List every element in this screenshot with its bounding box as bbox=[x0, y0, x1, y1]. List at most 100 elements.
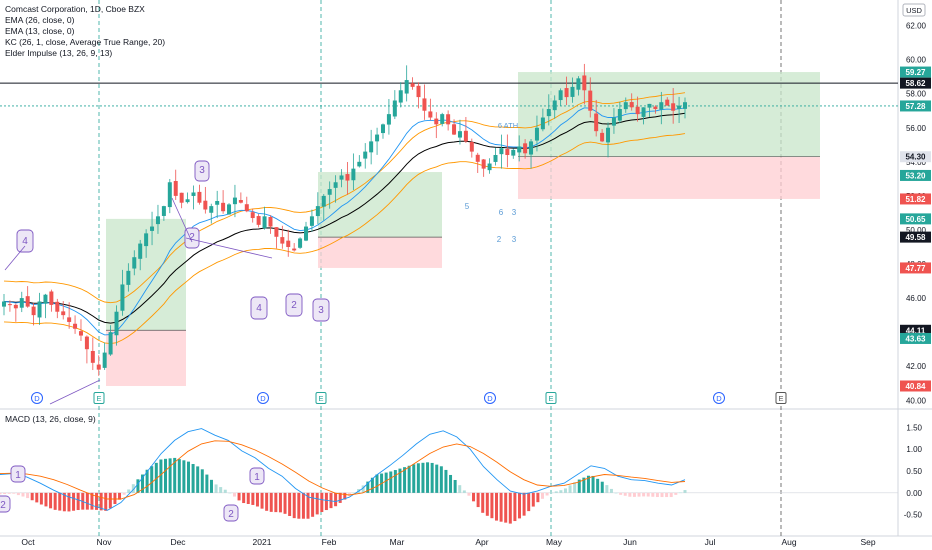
time-label-apr: Apr bbox=[475, 537, 488, 547]
candle bbox=[67, 317, 72, 322]
wave-label-small: 3 bbox=[512, 208, 517, 217]
macd-histogram-bar bbox=[573, 482, 577, 493]
macd-histogram-bar bbox=[44, 492, 48, 507]
macd-histogram-bar bbox=[232, 492, 236, 497]
earnings-marker[interactable] bbox=[315, 392, 327, 404]
macd-histogram-bar bbox=[439, 466, 443, 493]
dividend-marker[interactable] bbox=[257, 392, 269, 404]
candles bbox=[2, 63, 687, 376]
macd-histogram-bar bbox=[251, 492, 255, 505]
wave-label-box[interactable] bbox=[250, 296, 268, 320]
candle bbox=[167, 182, 172, 208]
macd-histogram-bar bbox=[655, 492, 659, 498]
macd-histogram-bar bbox=[651, 492, 655, 497]
macd-wave-label: 2 bbox=[228, 509, 234, 520]
legend-ema26[interactable]: EMA (26, close, 0) bbox=[5, 15, 75, 25]
macd-histogram-bar bbox=[375, 474, 379, 493]
price-label bbox=[900, 169, 931, 181]
earnings-marker[interactable] bbox=[775, 392, 787, 404]
price-label bbox=[900, 332, 931, 344]
currency-label: USD bbox=[906, 6, 922, 15]
macd-wave-box[interactable] bbox=[249, 467, 265, 485]
price-label-text: 43.63 bbox=[905, 334, 926, 343]
wave-label: 4 bbox=[22, 236, 28, 247]
macd-histogram-bar bbox=[472, 492, 476, 502]
candle bbox=[232, 197, 237, 205]
candle bbox=[90, 350, 95, 363]
candle bbox=[321, 195, 326, 207]
dividend-marker[interactable] bbox=[713, 392, 725, 404]
macd-histogram-bar bbox=[159, 459, 163, 493]
macd-pane: 1 2 1 2 bbox=[0, 428, 898, 524]
macd-wave-box[interactable] bbox=[0, 495, 11, 513]
legend-ema13[interactable]: EMA (13, close, 0) bbox=[5, 26, 75, 36]
candle bbox=[582, 75, 587, 91]
macd-histogram-bar bbox=[596, 478, 600, 493]
macd-histogram-bar bbox=[495, 492, 499, 521]
candle bbox=[84, 336, 89, 350]
macd-histogram-bar bbox=[490, 492, 494, 519]
candle bbox=[446, 114, 451, 125]
macd-histogram-bar bbox=[674, 492, 678, 495]
macd-wave-box[interactable] bbox=[223, 504, 239, 522]
wave-label: 3 bbox=[318, 305, 324, 316]
macd-histogram-bar bbox=[370, 477, 374, 493]
wave-label-box[interactable] bbox=[184, 227, 200, 249]
candle bbox=[250, 212, 255, 219]
macd-histogram-bar bbox=[278, 492, 282, 513]
currency-box[interactable] bbox=[902, 3, 926, 17]
macd-histogram-bar bbox=[481, 492, 485, 513]
time-label-aug: Aug bbox=[781, 537, 796, 547]
time-axis[interactable]: Oct Nov Dec 2021 Feb Mar Apr May Jun Jul Aug Sep bbox=[21, 537, 875, 547]
macd-histogram-bar bbox=[228, 492, 232, 494]
macd-histogram-bar bbox=[600, 481, 604, 493]
macd-histogram-bar bbox=[554, 491, 558, 493]
candle bbox=[653, 106, 658, 110]
candle bbox=[351, 168, 356, 181]
macd-histogram-bar bbox=[352, 492, 356, 494]
earnings-marker[interactable] bbox=[545, 392, 557, 404]
macd-histogram-bar bbox=[586, 475, 590, 493]
macd-histogram-bar bbox=[522, 492, 526, 516]
wave-label-box[interactable] bbox=[312, 298, 330, 322]
candle bbox=[392, 100, 397, 117]
macd-histogram-bar bbox=[35, 492, 39, 503]
earnings-marker[interactable] bbox=[93, 392, 105, 404]
macd-histogram-bar bbox=[329, 492, 333, 509]
wave-label-box[interactable] bbox=[16, 229, 34, 253]
macd-histogram-bar bbox=[508, 492, 512, 524]
macd-histogram-bar bbox=[265, 492, 269, 511]
macd-legend[interactable]: MACD (13, 26, close, 9) bbox=[5, 414, 96, 424]
dividend-marker[interactable] bbox=[484, 392, 496, 404]
legend-kc[interactable]: KC (26, 1, close, Average True Range, 20… bbox=[5, 37, 166, 47]
legend-elder-impulse[interactable]: Elder Impulse (13, 26, 9, 13) bbox=[5, 48, 113, 58]
candle bbox=[546, 109, 551, 117]
candle bbox=[108, 332, 113, 355]
macd-histogram-bar bbox=[49, 492, 53, 509]
indicator-legend: Comcast Corporation, 1D, Cboe BZX EMA (2… bbox=[5, 4, 165, 59]
earnings-marker-label: E bbox=[318, 394, 323, 403]
macd-wave-box[interactable] bbox=[10, 465, 26, 483]
macd-histogram-bar bbox=[619, 492, 623, 495]
candle bbox=[203, 200, 208, 210]
wave-label-box[interactable] bbox=[285, 293, 303, 317]
candle bbox=[576, 78, 581, 90]
price-tick: 42.00 bbox=[906, 362, 927, 371]
macd-histogram-bar bbox=[467, 492, 471, 496]
dividend-marker[interactable] bbox=[31, 392, 43, 404]
time-label-2021: 2021 bbox=[253, 537, 272, 547]
candle bbox=[197, 191, 202, 203]
candle bbox=[517, 146, 522, 153]
wave-label-box[interactable] bbox=[194, 160, 210, 182]
candle bbox=[416, 85, 421, 98]
candle bbox=[617, 109, 622, 121]
macd-histogram-bar bbox=[499, 492, 503, 522]
candle bbox=[529, 141, 534, 155]
candle bbox=[304, 226, 309, 241]
price-label bbox=[900, 193, 931, 205]
time-label-sep: Sep bbox=[860, 537, 875, 547]
macd-histogram-bar bbox=[637, 492, 641, 497]
candle bbox=[286, 240, 291, 247]
price-axis[interactable]: 40.0042.0044.0046.0048.0050.0052.0054.00… bbox=[900, 3, 931, 520]
